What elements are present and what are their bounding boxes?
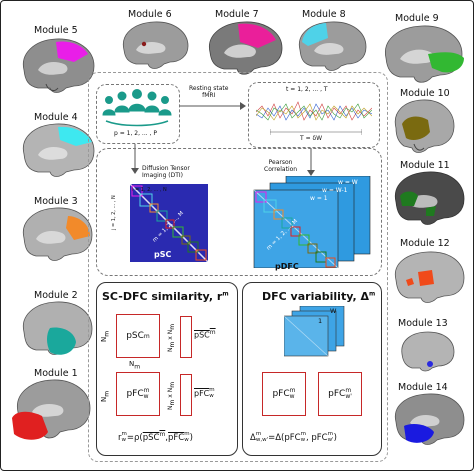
- fmri-arrow-label: Resting state fMRI: [189, 85, 229, 99]
- module-4-label: Module 4: [34, 112, 78, 123]
- timeseries-box: [248, 82, 380, 148]
- nm-bottom-label: Nm: [129, 360, 141, 371]
- module-11-brain: [394, 171, 465, 225]
- module-10-brain: [394, 99, 455, 153]
- pearson-arrow: [307, 148, 315, 176]
- module-7-brain: [209, 21, 283, 75]
- window-label-W: w = W: [338, 179, 358, 186]
- dfc-var-heading: DFC variability, Δm: [262, 290, 376, 303]
- dti-label: Diffusion Tensor Imaging (DTI): [142, 165, 190, 179]
- module-3-brain: [22, 207, 93, 261]
- nm-side-label: Nm: [100, 330, 111, 342]
- sc-dfc-heading: SC-DFC similarity, rm: [102, 290, 229, 303]
- module-6-brain: [122, 21, 189, 69]
- module-12-brain: [394, 251, 465, 303]
- main-container: [88, 72, 388, 462]
- nm-x-nm-label-2: Nm x Nm: [167, 381, 177, 410]
- psc-axis-left: j = 1, 2, ... , N: [111, 195, 117, 230]
- pfc-vector-bar: [180, 374, 192, 416]
- psc-vector-bar: [180, 316, 192, 358]
- psc-bar-label: pSCm: [194, 329, 216, 340]
- module-7-label: Module 7: [215, 9, 259, 20]
- psc-matrix: [130, 184, 208, 262]
- nm-side-label-2: Nm: [100, 390, 111, 402]
- module-11-label: Module 11: [400, 160, 450, 171]
- bold-timeseries: [256, 101, 372, 121]
- pdfc-stack: [253, 176, 371, 268]
- subjects-icon: [102, 89, 172, 127]
- pfc-bar-label: pFC m w: [194, 387, 215, 399]
- nm-x-nm-label: Nm x Nm: [167, 323, 177, 352]
- module-1-label: Module 1: [34, 368, 78, 379]
- module-5-label: Module 5: [34, 25, 78, 36]
- window-label: T = δW: [300, 135, 323, 142]
- module-14-label: Module 14: [398, 382, 448, 393]
- pfc-w-box: pFC m w: [116, 372, 160, 416]
- matrix-area-box: [96, 148, 382, 276]
- sc-dfc-box: [96, 282, 238, 456]
- module-9-label: Module 9: [395, 13, 439, 24]
- module-8-label: Module 8: [302, 9, 346, 20]
- module-1-brain: [12, 379, 91, 440]
- window-label-1: w = 1: [310, 195, 328, 202]
- module-9-brain: [385, 25, 464, 83]
- module-2-brain: [22, 301, 93, 355]
- dfc-var-box: [242, 282, 382, 456]
- psc-axis-top: i = 1, 2, ... , N: [132, 187, 167, 193]
- module-13-label: Module 13: [398, 318, 448, 329]
- time-label: t = 1, 2, ... , T: [286, 86, 328, 93]
- dfc-pfc-w-box: pFC m w: [262, 372, 306, 416]
- module-6-label: Module 6: [128, 9, 172, 20]
- subjects-box: [96, 84, 180, 144]
- subjects-label: p = 1, 2, ... , P: [114, 130, 157, 137]
- pdfc-title: pDFC: [275, 262, 299, 271]
- psc-m-box: pSC m: [116, 314, 160, 358]
- pearson-label: Pearson Correlation: [264, 159, 298, 173]
- fmri-arrow: [180, 102, 246, 110]
- module-4-brain: [22, 123, 95, 177]
- sc-dfc-formula: r m w =ρ(pSCm,pFC m w): [118, 431, 193, 443]
- module-10-label: Module 10: [400, 88, 450, 99]
- module-2-label: Module 2: [34, 290, 78, 301]
- dfc-window-stack: [284, 306, 345, 357]
- dfc-pfc-w-prime-box: pFC m w': [318, 372, 362, 416]
- module-3-label: Module 3: [34, 196, 78, 207]
- dfc-1-label: 1: [318, 317, 323, 325]
- module-8-brain: [298, 21, 367, 71]
- window-label-W-1: w = W-1: [322, 187, 348, 194]
- module-5-brain: [22, 38, 95, 93]
- window-brace: [270, 129, 362, 135]
- module-13-brain: [401, 331, 455, 372]
- psc-title: pSC: [154, 250, 172, 259]
- module-14-brain: [394, 393, 465, 445]
- module-12-label: Module 12: [400, 238, 450, 249]
- dfc-w-label: W: [330, 307, 337, 315]
